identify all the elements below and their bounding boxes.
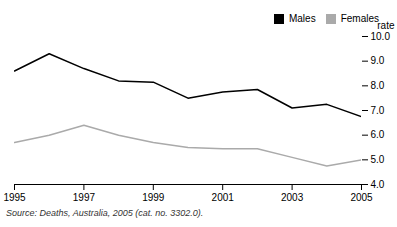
svg-text:6.0: 6.0: [371, 129, 385, 140]
svg-text:rate: rate: [377, 20, 395, 31]
svg-text:7.0: 7.0: [371, 105, 385, 116]
svg-text:2005: 2005: [350, 192, 373, 203]
svg-text:9.0: 9.0: [371, 55, 385, 66]
svg-text:5.0: 5.0: [371, 154, 385, 165]
html-text:Males: Males: [289, 13, 316, 24]
svg-text:8.0: 8.0: [371, 80, 385, 91]
svg-text:2001: 2001: [212, 192, 235, 203]
svg-text:1999: 1999: [142, 192, 165, 203]
html-text:Females: Females: [340, 13, 379, 24]
svg-text:1995: 1995: [3, 192, 26, 203]
svg-text:4.0: 4.0: [371, 179, 385, 190]
svg-text:1997: 1997: [73, 192, 96, 203]
html-text:Source: Deaths, Australia, 200: Source: Deaths, Australia, 2005 (cat. no…: [6, 208, 204, 218]
svg-text:10.0: 10.0: [371, 31, 391, 42]
svg-text:2003: 2003: [281, 192, 304, 203]
